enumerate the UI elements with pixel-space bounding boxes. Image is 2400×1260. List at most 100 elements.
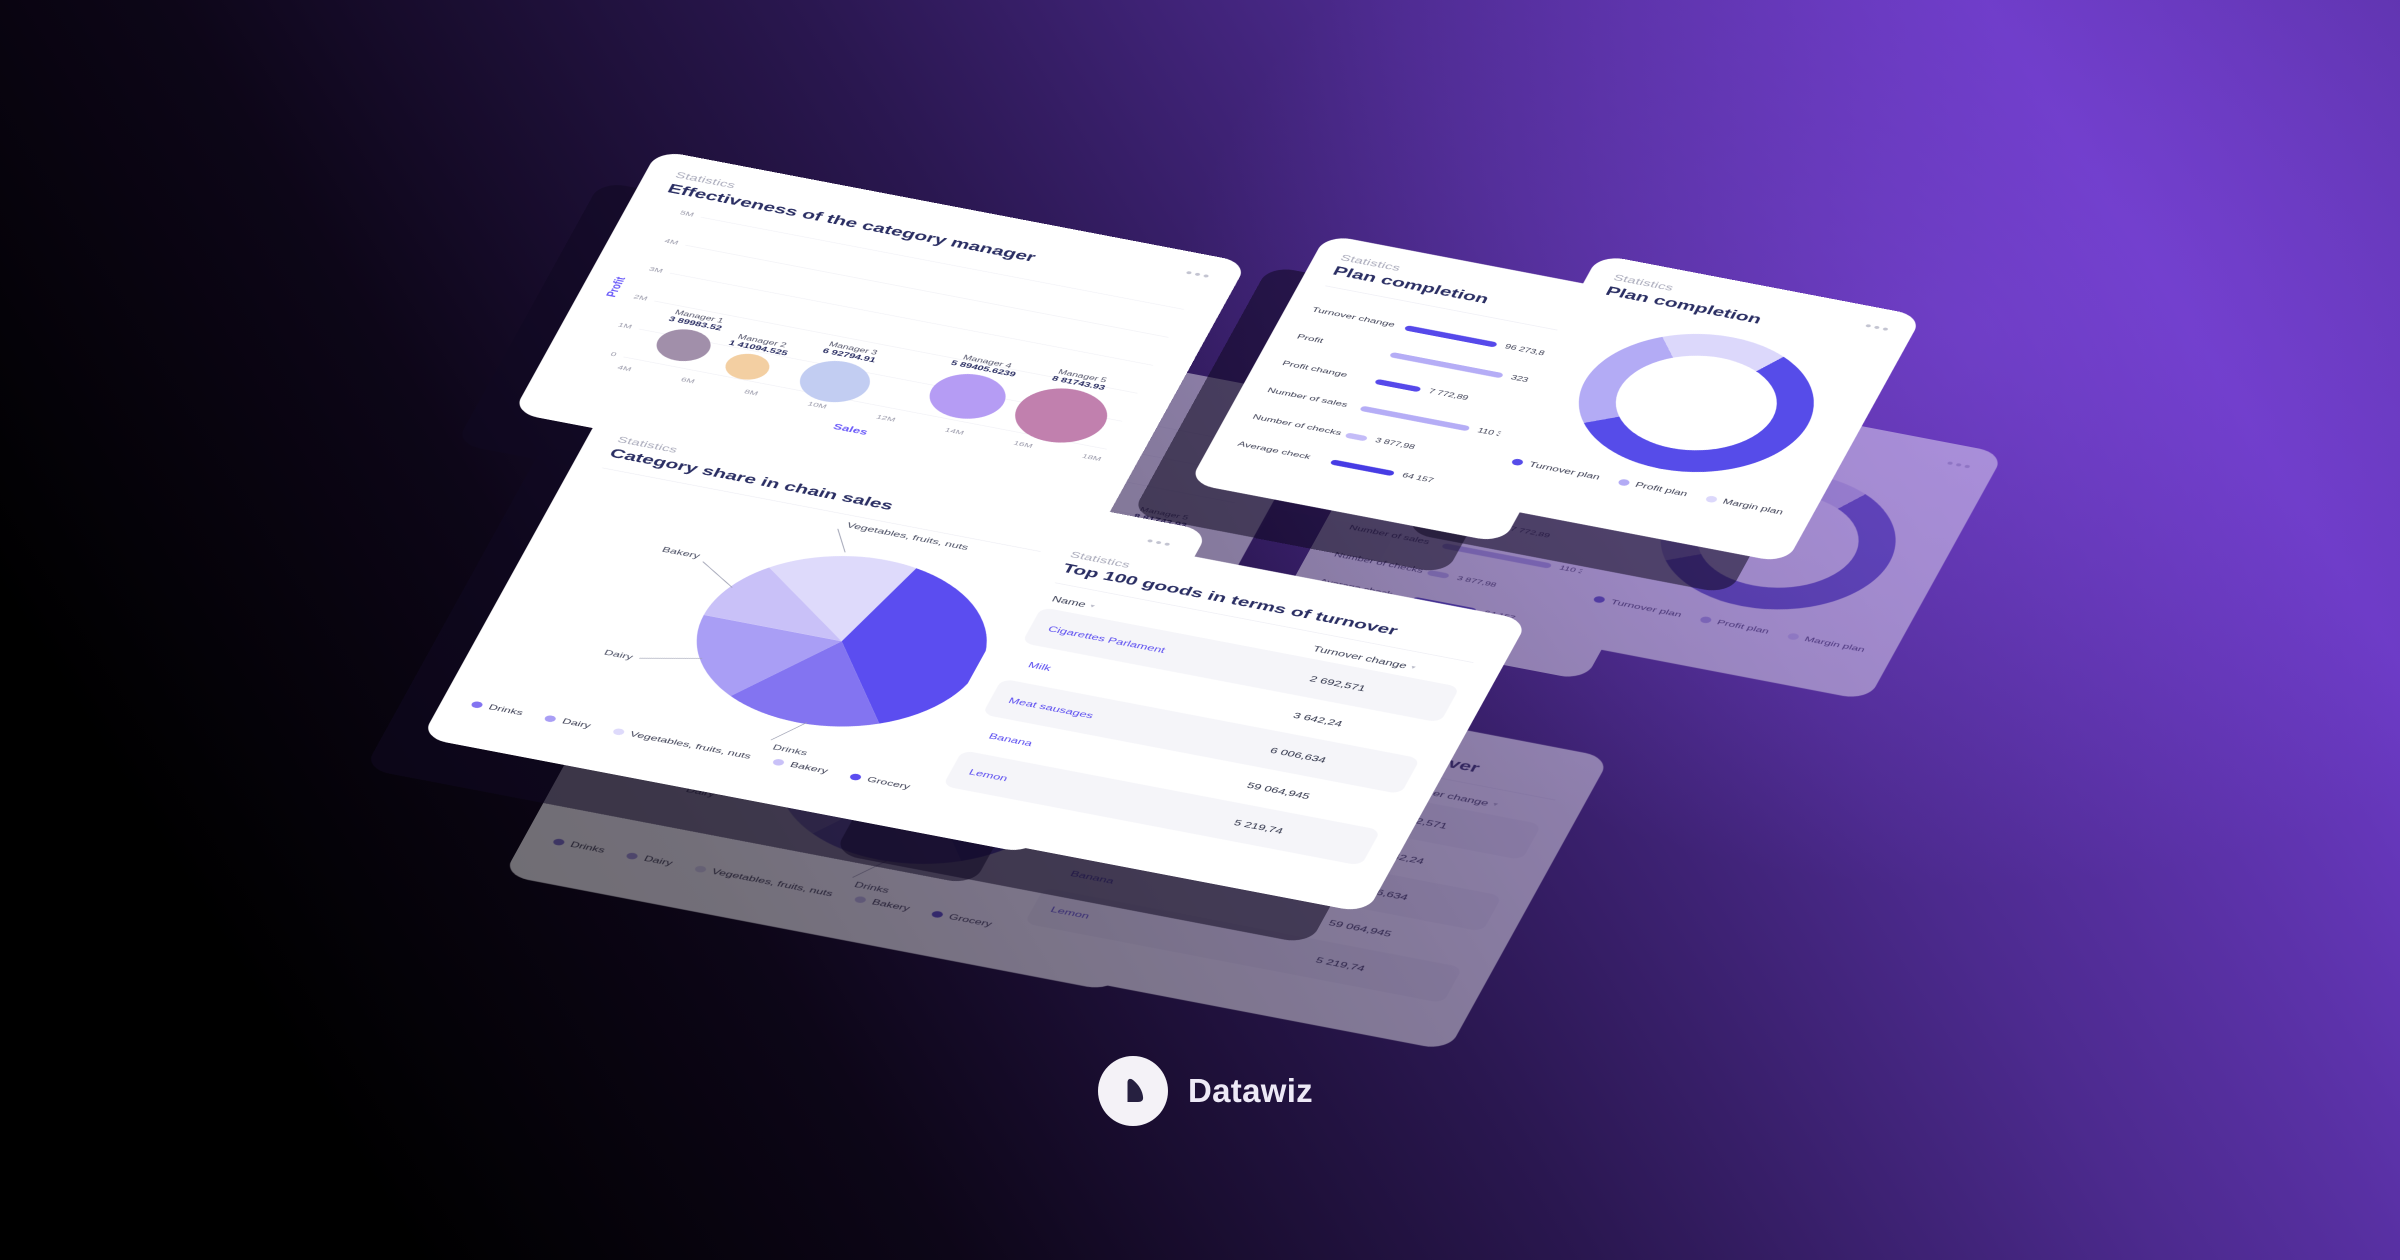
legend-dot bbox=[551, 837, 566, 846]
pie-chart: Vegetables, fruits, nuts Bakery Dairy Dr… bbox=[602, 521, 1085, 758]
metric-label: Number of checks bbox=[1250, 413, 1343, 438]
pie-callout-label: Drinks bbox=[852, 881, 890, 895]
datawiz-fin-glyph bbox=[1127, 1078, 1144, 1102]
metric-value: 64 157 bbox=[1400, 471, 1435, 485]
pie-slice-vegetables-fruits-nuts bbox=[769, 556, 917, 642]
metric-bar bbox=[1389, 351, 1505, 379]
column-label: Name bbox=[1050, 594, 1088, 609]
pie-callout-label: Drinks bbox=[771, 744, 809, 758]
pie-slice-bakery bbox=[703, 567, 842, 642]
legend-dot bbox=[1704, 494, 1719, 504]
pie-slice-grocery bbox=[841, 568, 987, 724]
x-tick: 8M bbox=[742, 388, 760, 398]
metric-bar bbox=[1374, 378, 1422, 393]
legend-dot bbox=[1592, 595, 1607, 604]
bubble-manager-1 bbox=[649, 325, 718, 366]
y-tick: 1M bbox=[616, 321, 634, 331]
x-tick: 14M bbox=[943, 427, 966, 437]
x-tick: 16M bbox=[1011, 440, 1034, 450]
legend-label: Profit plan bbox=[1715, 617, 1771, 636]
metric-row-number-of-sales: Number of sales 110 310 bbox=[1266, 387, 1534, 444]
goods-name-link[interactable]: Milk bbox=[1026, 659, 1054, 673]
y-tick: 5M bbox=[678, 209, 695, 219]
legend-dot bbox=[693, 864, 708, 873]
card-header-text: Statistics Plan completion bbox=[1603, 272, 1771, 327]
metric-label: Profit change bbox=[1280, 359, 1349, 379]
donut-chart bbox=[1547, 315, 1844, 491]
x-tick: 18M bbox=[1080, 453, 1103, 463]
metric-label: Average check bbox=[1236, 440, 1312, 461]
legend-dot bbox=[625, 851, 640, 861]
pie-slice-dairy bbox=[696, 615, 842, 697]
legend-dot bbox=[1510, 457, 1525, 467]
datawiz-logo-icon bbox=[1098, 1056, 1168, 1126]
pie-callout-label: Bakery bbox=[660, 546, 702, 561]
legend-item-profit-plan[interactable]: Profit plan bbox=[1616, 477, 1689, 498]
legend-label: Margin plan bbox=[1802, 634, 1867, 654]
card-category-share-in-chain-sales: Statistics Category share in chain sales… bbox=[421, 414, 1209, 854]
ellipsis-menu-icon[interactable] bbox=[1176, 266, 1211, 281]
legend-item-profit-plan: Profit plan bbox=[1698, 615, 1771, 636]
goods-name-link[interactable]: Cigarettes Parlament bbox=[1046, 624, 1168, 655]
bubble-label: Manager 2 1 41094.525 bbox=[727, 332, 793, 357]
callout-line bbox=[837, 528, 846, 553]
brand-name: Datawiz bbox=[1188, 1072, 1313, 1109]
ellipsis-menu-icon bbox=[1937, 457, 1972, 472]
ellipsis-menu-icon[interactable] bbox=[1856, 319, 1891, 334]
legend-label: Turnover plan bbox=[1527, 460, 1602, 482]
x-tick: 4M bbox=[615, 364, 633, 374]
metric-bar bbox=[1426, 569, 1451, 579]
gridline bbox=[669, 272, 1154, 366]
legend-dot bbox=[771, 758, 786, 767]
donut-hole bbox=[1594, 343, 1798, 463]
y-tick: 0 bbox=[609, 351, 618, 359]
table-body: Cigarettes Parlament 2 692,571 Milk 3 64… bbox=[942, 607, 1460, 866]
card-header-text: Statistics Plan completion bbox=[1330, 253, 1498, 308]
legend-item-margin-plan[interactable]: Margin plan bbox=[1704, 494, 1785, 517]
legend-dot bbox=[930, 910, 945, 919]
sort-caret-icon: ▾ bbox=[1491, 801, 1500, 808]
legend-item-margin-plan: Margin plan bbox=[1786, 631, 1867, 654]
brand-footer: Datawiz bbox=[1098, 1056, 1313, 1126]
legend-label: Margin plan bbox=[1720, 497, 1785, 517]
goods-name-link: Lemon bbox=[1049, 904, 1092, 921]
y-tick: 2M bbox=[631, 293, 649, 303]
legend-item-turnover-plan[interactable]: Turnover plan bbox=[1510, 457, 1602, 482]
pie-slice-drinks bbox=[730, 641, 880, 727]
legend-label: Turnover plan bbox=[1609, 597, 1684, 619]
x-tick: 10M bbox=[805, 400, 828, 411]
sort-caret-icon: ▾ bbox=[1088, 602, 1097, 609]
callout-line bbox=[639, 657, 703, 659]
legend-dot bbox=[543, 714, 558, 723]
metric-row-average-check: Average check 64 157 bbox=[1236, 440, 1504, 497]
sort-caret-icon: ▾ bbox=[1409, 663, 1418, 671]
bubble-manager-2 bbox=[720, 350, 776, 383]
metric-label: Turnover change bbox=[1310, 306, 1397, 329]
x-tick: 12M bbox=[874, 413, 897, 424]
metric-bar bbox=[1403, 324, 1498, 348]
goods-name-link[interactable]: Meat sausages bbox=[1006, 695, 1096, 721]
y-tick: 4M bbox=[662, 237, 680, 247]
y-tick: 3M bbox=[647, 265, 665, 275]
column-header-name[interactable]: Name ▾ bbox=[1050, 594, 1097, 610]
metric-label: Number of sales bbox=[1265, 386, 1350, 409]
pie-callout-label: Dairy bbox=[602, 649, 635, 662]
legend-dot bbox=[853, 895, 868, 904]
legend-dot bbox=[1616, 478, 1631, 487]
metric-row-profit-change: Profit change 7 772,89 bbox=[1281, 360, 1549, 417]
metric-label: Profit bbox=[1295, 333, 1325, 345]
legend-label: Profit plan bbox=[1633, 480, 1690, 499]
goods-name-link[interactable]: Lemon bbox=[967, 767, 1010, 783]
metric-value: 3 877,98 bbox=[1373, 437, 1417, 452]
metric-row-number-of-checks: Number of checks 3 877,98 bbox=[1251, 414, 1519, 471]
callout-line bbox=[702, 561, 733, 588]
callout-line bbox=[770, 722, 808, 741]
x-tick: 6M bbox=[679, 376, 696, 386]
legend-dot bbox=[470, 700, 485, 709]
legend-dot bbox=[848, 772, 863, 781]
goods-name-link[interactable]: Banana bbox=[987, 731, 1035, 748]
legend-item-turnover-plan: Turnover plan bbox=[1592, 594, 1684, 619]
legend-dot bbox=[611, 727, 626, 736]
card-header: Statistics Plan completion bbox=[1603, 272, 1891, 350]
metric-row-profit: Profit 323 937 bbox=[1295, 333, 1563, 390]
